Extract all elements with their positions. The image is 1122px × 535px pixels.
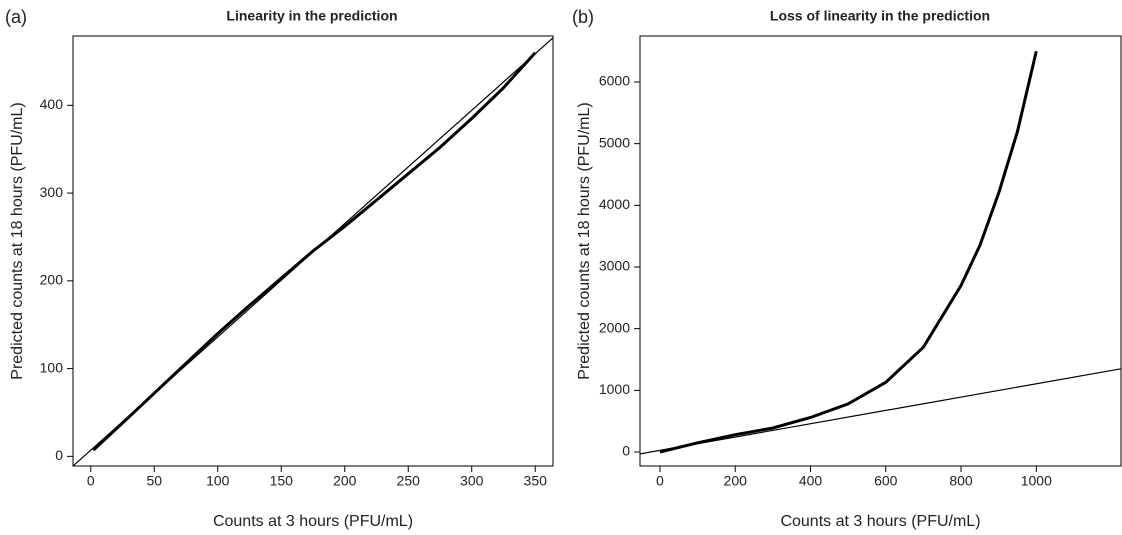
chart-title: Loss of linearity in the prediction [770, 8, 990, 24]
y-axis-label: Predicted counts at 18 hours (PFU/mL) [576, 102, 593, 379]
y-tick-label: 0 [55, 447, 63, 463]
plot-frame [639, 35, 1122, 467]
reference-line [73, 37, 553, 466]
y-axis-label: Predicted counts at 18 hours (PFU/mL) [9, 102, 26, 379]
y-tick-label: 4000 [599, 196, 630, 212]
x-tick-label: 300 [460, 473, 484, 489]
x-tick-label: 50 [146, 473, 162, 489]
y-tick-label: 0 [622, 443, 630, 459]
x-tick-label: 100 [206, 473, 230, 489]
x-axis-label: Counts at 3 hours (PFU/mL) [780, 513, 980, 530]
plot-area [73, 37, 553, 466]
panel-label: (a) [5, 7, 27, 27]
y-tick-label: 3000 [599, 258, 630, 274]
reference-line [640, 368, 1121, 455]
y-tick-label: 300 [40, 184, 64, 200]
x-tick-label: 350 [524, 473, 548, 489]
y-tick-label: 6000 [599, 73, 630, 89]
x-tick-label: 0 [87, 473, 95, 489]
x-tick-label: 200 [724, 473, 748, 489]
fitted-curve [92, 51, 537, 452]
fitted-curve [659, 50, 1038, 454]
y-tick-label: 400 [40, 96, 64, 112]
plot-area [640, 50, 1121, 455]
x-tick-label: 250 [397, 473, 421, 489]
x-tick-label: 200 [333, 473, 357, 489]
y-tick-label: 5000 [599, 134, 630, 150]
plot-frame [72, 35, 554, 467]
x-tick-label: 400 [799, 473, 823, 489]
x-tick-label: 600 [874, 473, 898, 489]
y-tick-label: 200 [40, 272, 64, 288]
y-tick-label: 1000 [599, 381, 630, 397]
y-tick-label: 2000 [599, 319, 630, 335]
x-tick-label: 150 [270, 473, 294, 489]
x-tick-label: 800 [949, 473, 973, 489]
x-tick-label: 0 [656, 473, 664, 489]
x-axis-label: Counts at 3 hours (PFU/mL) [213, 513, 413, 530]
chart-title: Linearity in the prediction [226, 8, 397, 24]
x-tick-label: 1000 [1021, 473, 1052, 489]
y-tick-label: 100 [40, 359, 64, 375]
panel-label: (b) [572, 7, 594, 27]
